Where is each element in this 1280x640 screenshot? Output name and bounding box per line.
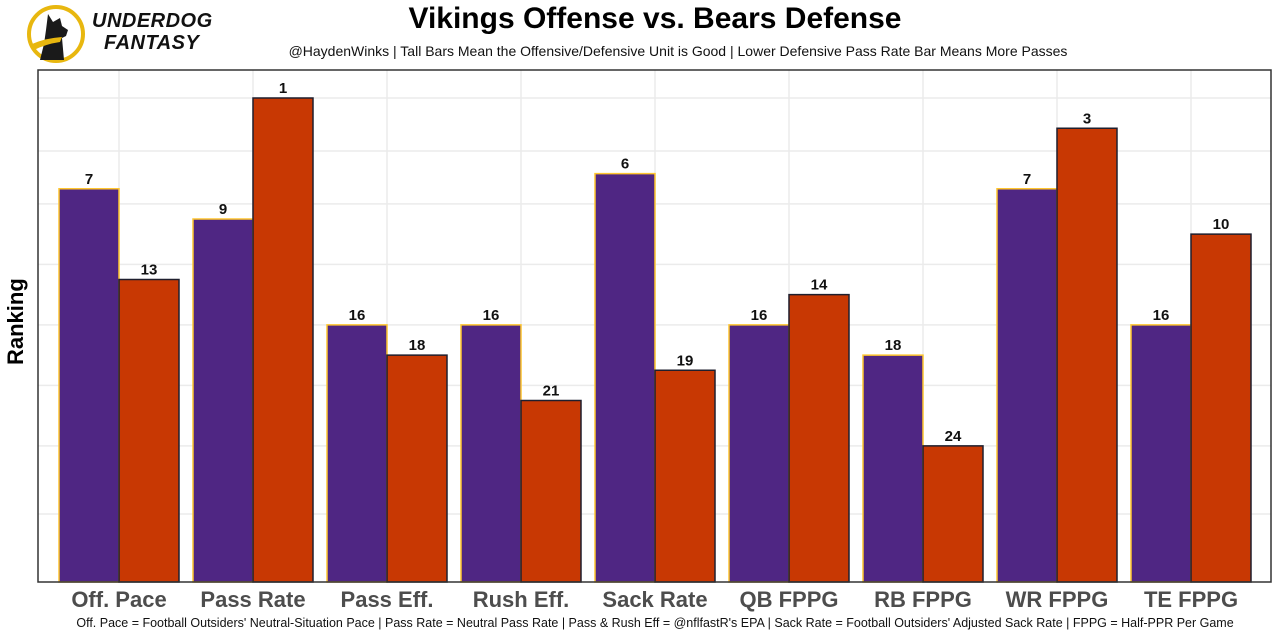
defense-bar bbox=[118, 278, 180, 583]
brand-line2: FANTASY bbox=[104, 32, 200, 54]
bar-value-label: 7 bbox=[85, 171, 93, 188]
bar-value-label: 7 bbox=[1023, 171, 1031, 188]
defense-bar bbox=[386, 354, 448, 583]
offense-bar bbox=[728, 324, 790, 583]
x-tick-label: Pass Rate bbox=[200, 587, 305, 612]
chart-subtitle: @HaydenWinks | Tall Bars Mean the Offens… bbox=[288, 43, 1068, 59]
offense-bar bbox=[594, 172, 656, 583]
x-tick-label: WR FPPG bbox=[1006, 587, 1109, 612]
bar-value-label: 9 bbox=[219, 201, 227, 218]
bar-value-label: 13 bbox=[141, 262, 158, 279]
bar-value-label: 6 bbox=[621, 156, 629, 173]
x-tick-label: TE FPPG bbox=[1144, 587, 1238, 612]
plot-border bbox=[37, 69, 1272, 583]
bar-value-label: 10 bbox=[1213, 216, 1230, 233]
offense-bar bbox=[58, 188, 120, 583]
x-tick-label: Rush Eff. bbox=[473, 587, 570, 612]
defense-bar bbox=[1056, 127, 1118, 583]
defense-bar bbox=[1190, 233, 1252, 583]
bar-value-label: 18 bbox=[409, 337, 426, 354]
offense-bar bbox=[460, 324, 522, 583]
x-tick-label: Off. Pace bbox=[71, 587, 166, 612]
dog-silhouette-icon bbox=[40, 14, 68, 60]
bar-value-label: 16 bbox=[751, 307, 768, 324]
offense-bar bbox=[192, 218, 254, 583]
bar-value-label: 14 bbox=[811, 277, 828, 294]
offense-bar bbox=[326, 324, 388, 583]
defense-bar bbox=[520, 399, 582, 583]
x-tick-label: QB FPPG bbox=[739, 587, 838, 612]
bar-value-label: 16 bbox=[1153, 307, 1170, 324]
brand-line1: UNDERDOG bbox=[92, 10, 213, 32]
defense-bar bbox=[788, 293, 850, 583]
bar-value-label: 1 bbox=[279, 80, 287, 97]
bar-value-label: 21 bbox=[543, 383, 560, 400]
chart-title: Vikings Offense vs. Bears Defense bbox=[408, 2, 902, 35]
x-tick-label: Sack Rate bbox=[602, 587, 707, 612]
bar-value-label: 19 bbox=[677, 352, 694, 369]
underdog-logo-icon bbox=[27, 5, 85, 63]
bar-value-label: 16 bbox=[483, 307, 500, 324]
x-tick-label: Pass Eff. bbox=[341, 587, 434, 612]
scarf-icon bbox=[32, 37, 62, 50]
brand-wordmark: UNDERDOG FANTASY bbox=[92, 10, 213, 54]
defense-bar bbox=[654, 369, 716, 583]
bar-value-label: 18 bbox=[885, 337, 902, 354]
bar-value-label: 3 bbox=[1083, 110, 1091, 127]
offense-bar bbox=[862, 354, 924, 583]
chart-caption: Off. Pace = Football Outsiders' Neutral-… bbox=[76, 616, 1234, 630]
x-tick-label: RB FPPG bbox=[874, 587, 972, 612]
offense-bar bbox=[996, 188, 1058, 583]
defense-bar bbox=[922, 445, 984, 583]
defense-bar bbox=[252, 97, 314, 583]
bar-value-label: 24 bbox=[945, 428, 962, 445]
offense-bar bbox=[1130, 324, 1192, 583]
bar-value-label: 16 bbox=[349, 307, 366, 324]
